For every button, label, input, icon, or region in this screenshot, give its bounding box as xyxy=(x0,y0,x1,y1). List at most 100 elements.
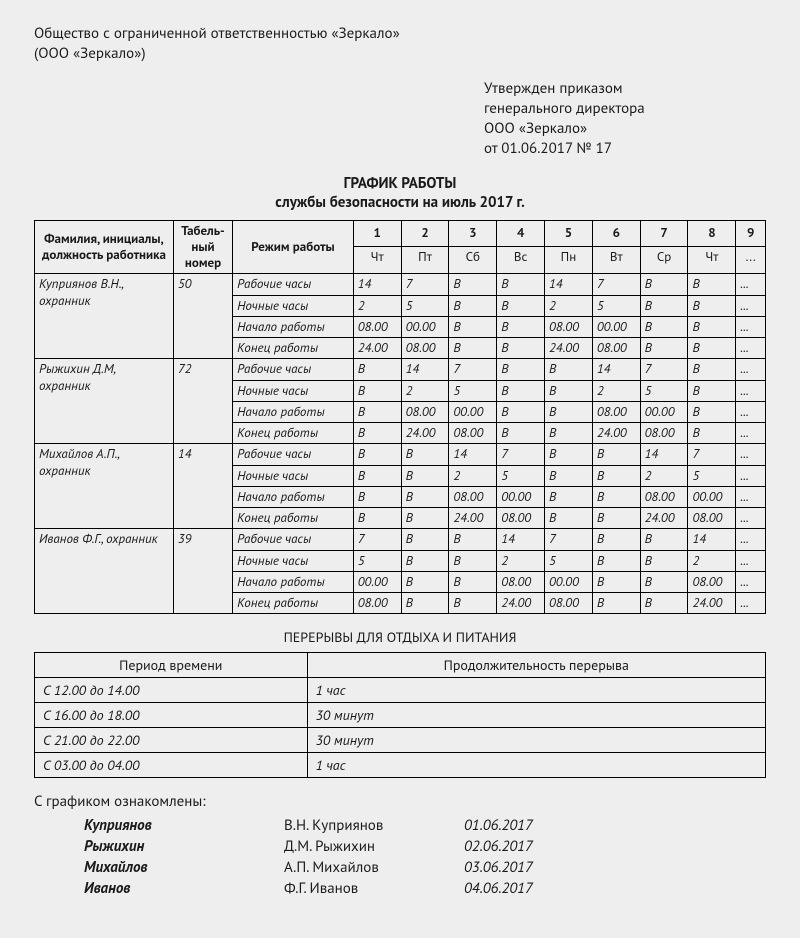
mode-label-cell: Ночные часы xyxy=(233,465,354,486)
schedule-value-cell: В xyxy=(688,274,736,295)
day-num-header: 7 xyxy=(640,220,688,247)
schedule-table: Фамилия, инициалы, должность работникаТа… xyxy=(34,220,766,615)
day-dow-header: Пн xyxy=(545,247,593,274)
schedule-value-cell: 24.00 xyxy=(497,593,545,614)
schedule-value-cell: В xyxy=(401,444,449,465)
schedule-value-cell: В xyxy=(449,593,497,614)
day-dow-header: Чт xyxy=(353,247,401,274)
employee-name-cell: Рыжихин Д.М, охранник xyxy=(35,359,174,444)
schedule-value-cell: 5 xyxy=(449,380,497,401)
schedule-value-cell: В xyxy=(449,274,497,295)
breaks-table: Период времени Продолжительность перерыв… xyxy=(34,652,766,778)
employee-id-cell: 14 xyxy=(173,444,232,529)
mode-label-cell: Рабочие часы xyxy=(233,529,354,550)
schedule-value-cell: В xyxy=(449,529,497,550)
mode-label-cell: Рабочие часы xyxy=(233,359,354,380)
day-num-header: 5 xyxy=(545,220,593,247)
schedule-value-cell: В xyxy=(640,571,688,592)
schedule-value-cell: В xyxy=(545,423,593,444)
schedule-value-cell: ... xyxy=(736,401,766,422)
schedule-value-cell: В xyxy=(592,529,640,550)
schedule-value-cell: В xyxy=(353,508,401,529)
schedule-value-cell: В xyxy=(545,444,593,465)
org-name-line2: (ООО «Зеркало») xyxy=(34,44,766,64)
schedule-value-cell: 08.00 xyxy=(353,316,401,337)
ack-date: 04.06.2017 xyxy=(454,878,574,899)
schedule-value-cell: В xyxy=(401,465,449,486)
employee-id-cell: 39 xyxy=(173,529,232,614)
ack-full-name: Ф.Г. Иванов xyxy=(274,878,454,899)
title-block: ГРАФИК РАБОТЫ службы безопасности на июл… xyxy=(34,174,766,212)
schedule-value-cell: ... xyxy=(736,593,766,614)
schedule-value-cell: В xyxy=(353,401,401,422)
schedule-value-cell: 5 xyxy=(401,295,449,316)
breaks-title: ПЕРЕРЫВЫ ДЛЯ ОТДЫХА И ПИТАНИЯ xyxy=(34,628,766,646)
schedule-value-cell: В xyxy=(640,295,688,316)
schedule-value-cell: 08.00 xyxy=(401,338,449,359)
schedule-value-cell: 5 xyxy=(545,550,593,571)
schedule-value-cell: 00.00 xyxy=(592,316,640,337)
employee-id-cell: 72 xyxy=(173,359,232,444)
schedule-value-cell: 7 xyxy=(688,444,736,465)
schedule-value-cell: 14 xyxy=(497,529,545,550)
schedule-value-cell: В xyxy=(640,550,688,571)
schedule-value-cell: 2 xyxy=(449,465,497,486)
schedule-value-cell: 00.00 xyxy=(688,486,736,507)
ack-signature: Иванов xyxy=(74,878,274,899)
schedule-value-cell: 5 xyxy=(353,550,401,571)
schedule-value-cell: В xyxy=(592,486,640,507)
mode-label-cell: Рабочие часы xyxy=(233,274,354,295)
schedule-value-cell: В xyxy=(545,380,593,401)
schedule-value-cell: 24.00 xyxy=(640,508,688,529)
schedule-value-cell: В xyxy=(592,593,640,614)
schedule-value-cell: В xyxy=(401,571,449,592)
schedule-value-cell: 24.00 xyxy=(545,338,593,359)
schedule-value-cell: 14 xyxy=(401,359,449,380)
schedule-value-cell: 7 xyxy=(640,359,688,380)
schedule-value-cell: В xyxy=(353,444,401,465)
schedule-value-cell: 08.00 xyxy=(545,316,593,337)
mode-label-cell: Рабочие часы xyxy=(233,444,354,465)
day-num-header: 3 xyxy=(449,220,497,247)
break-period-cell: С 12.00 до 14.00 xyxy=(35,678,308,703)
break-period-cell: С 21.00 до 22.00 xyxy=(35,728,308,753)
schedule-value-cell: В xyxy=(640,529,688,550)
schedule-value-cell: В xyxy=(497,359,545,380)
schedule-value-cell: 24.00 xyxy=(592,423,640,444)
mode-label-cell: Начало работы xyxy=(233,486,354,507)
schedule-value-cell: В xyxy=(592,508,640,529)
day-num-header: 8 xyxy=(688,220,736,247)
schedule-value-cell: 14 xyxy=(640,444,688,465)
schedule-value-cell: ... xyxy=(736,529,766,550)
schedule-value-cell: В xyxy=(592,550,640,571)
schedule-value-cell: 7 xyxy=(497,444,545,465)
schedule-value-cell: 08.00 xyxy=(640,486,688,507)
schedule-value-cell: 5 xyxy=(497,465,545,486)
schedule-value-cell: В xyxy=(449,316,497,337)
schedule-value-cell: ... xyxy=(736,486,766,507)
schedule-value-cell: 24.00 xyxy=(688,593,736,614)
schedule-value-cell: 08.00 xyxy=(688,571,736,592)
ack-signature: Михайлов xyxy=(74,857,274,878)
schedule-value-cell: В xyxy=(688,380,736,401)
schedule-value-cell: В xyxy=(497,423,545,444)
schedule-value-cell: В xyxy=(640,338,688,359)
mode-label-cell: Конец работы xyxy=(233,338,354,359)
break-period-cell: С 16.00 до 18.00 xyxy=(35,703,308,728)
breaks-col-duration: Продолжительность перерыва xyxy=(307,653,765,678)
schedule-value-cell: В xyxy=(545,359,593,380)
schedule-value-cell: 5 xyxy=(688,465,736,486)
day-num-header: 6 xyxy=(592,220,640,247)
approval-line: Утвержден приказом xyxy=(484,79,766,99)
schedule-value-cell: 24.00 xyxy=(449,508,497,529)
schedule-value-cell: ... xyxy=(736,338,766,359)
ack-date: 02.06.2017 xyxy=(454,836,574,857)
break-duration-cell: 1 час xyxy=(307,753,765,778)
schedule-value-cell: 2 xyxy=(545,295,593,316)
schedule-value-cell: В xyxy=(497,316,545,337)
col-mode-header: Режим работы xyxy=(233,220,354,274)
schedule-value-cell: В xyxy=(545,401,593,422)
mode-label-cell: Ночные часы xyxy=(233,295,354,316)
schedule-value-cell: В xyxy=(353,380,401,401)
schedule-value-cell: 08.00 xyxy=(497,508,545,529)
